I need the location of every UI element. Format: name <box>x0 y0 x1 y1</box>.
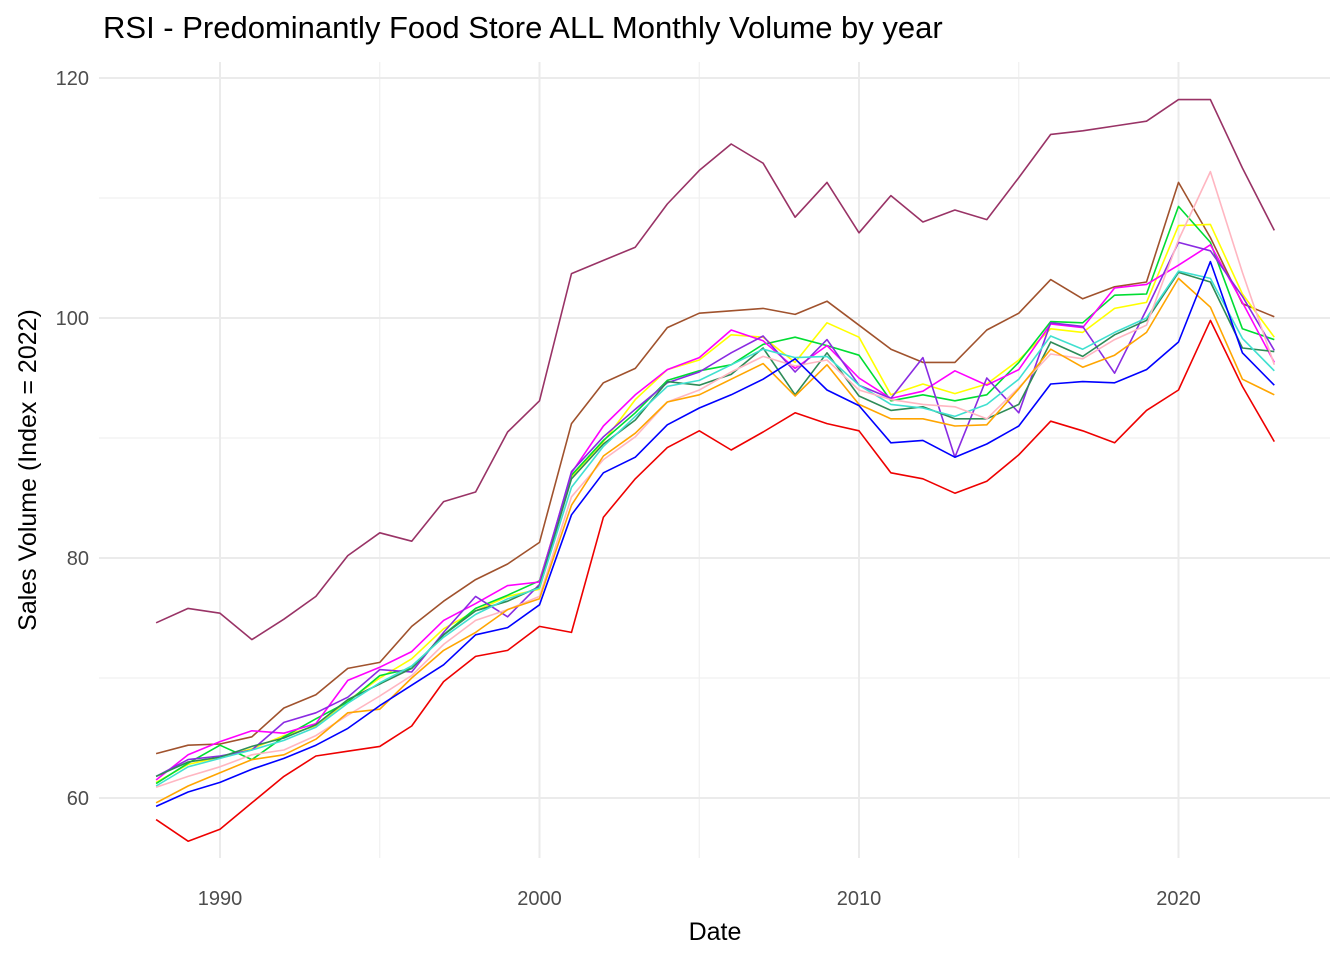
y-tick-label: 120 <box>56 68 89 90</box>
chart-title: RSI - Predominantly Food Store ALL Month… <box>103 10 943 45</box>
x-tick-label: 2010 <box>837 888 882 910</box>
x-tick-label: 2020 <box>1156 888 1201 910</box>
x-tick-label: 1990 <box>198 888 243 910</box>
series-line-12 <box>155 319 1275 843</box>
series-line-7 <box>155 271 1275 778</box>
series-line-6 <box>155 241 1275 778</box>
y-tick-label: 80 <box>67 548 89 570</box>
major-gridlines <box>99 62 1330 858</box>
series-line-9 <box>155 170 1276 788</box>
y-axis-ticks: 60 80 100 120 <box>56 68 89 810</box>
series-line-5 <box>155 244 1276 781</box>
series-line-8 <box>155 270 1275 787</box>
x-tick-label: 2000 <box>517 888 562 910</box>
x-axis-ticks: 1990 2000 2010 2020 <box>198 888 1201 910</box>
series-line-2 <box>155 181 1275 755</box>
series-line-11 <box>155 260 1275 808</box>
minor-gridlines <box>99 62 1330 858</box>
series-line-1 <box>155 98 1276 641</box>
y-tick-label: 60 <box>67 788 89 810</box>
y-tick-label: 100 <box>56 308 89 330</box>
y-axis-title: Sales Volume (Index = 2022) <box>14 309 42 631</box>
series-line-4 <box>155 205 1275 785</box>
series-line-10 <box>155 277 1275 804</box>
series-lines <box>155 98 1276 843</box>
series-line-3 <box>155 223 1275 784</box>
x-axis-title: Date <box>689 918 742 946</box>
